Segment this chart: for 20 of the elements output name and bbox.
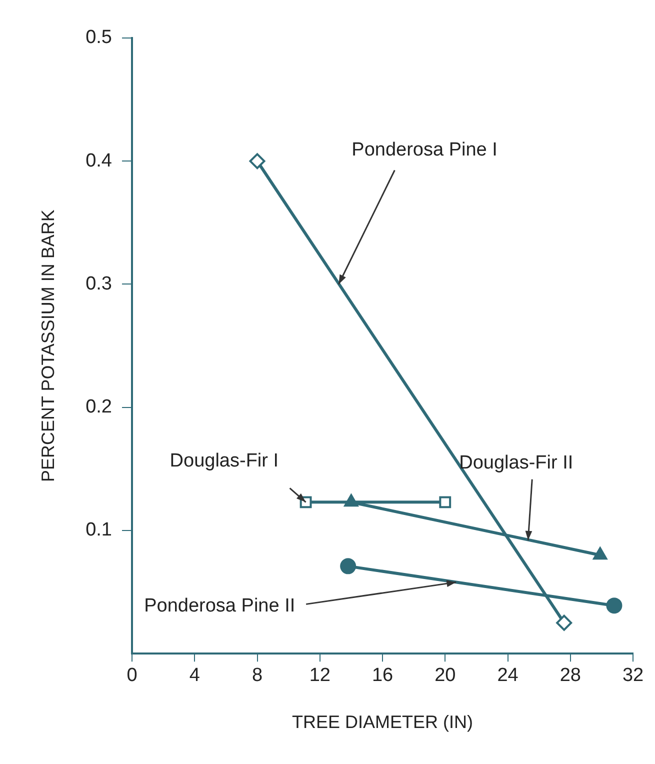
y-tick-label: 0.5 bbox=[86, 27, 112, 48]
x-tick-label: 4 bbox=[189, 665, 200, 686]
annotation: Douglas-Fir II bbox=[459, 452, 574, 474]
x-axis-title: TREE DIAMETER (IN) bbox=[292, 712, 474, 732]
y-tick-label: 0.3 bbox=[86, 273, 112, 294]
x-tick-label: 32 bbox=[622, 665, 644, 686]
y-axis-title: PERCENT POTASSIUM IN BARK bbox=[38, 210, 58, 482]
y-tick-label: 0.2 bbox=[86, 396, 112, 418]
annotation: Ponderosa Pine II bbox=[144, 595, 296, 616]
x-tick-label: 12 bbox=[309, 665, 330, 686]
x-tick-label: 20 bbox=[434, 665, 456, 686]
x-tick-label: 16 bbox=[372, 665, 394, 686]
annotation: Ponderosa Pine I bbox=[352, 139, 498, 160]
x-tick-label: 0 bbox=[126, 665, 138, 686]
annotation: Douglas-Fir I bbox=[170, 450, 279, 472]
x-tick-label: 28 bbox=[560, 665, 581, 686]
x-tick-label: 24 bbox=[497, 665, 519, 686]
y-tick-label: 0.4 bbox=[86, 150, 112, 172]
x-tick-label: 8 bbox=[252, 665, 263, 686]
y-tick-label: 0.1 bbox=[86, 520, 112, 541]
